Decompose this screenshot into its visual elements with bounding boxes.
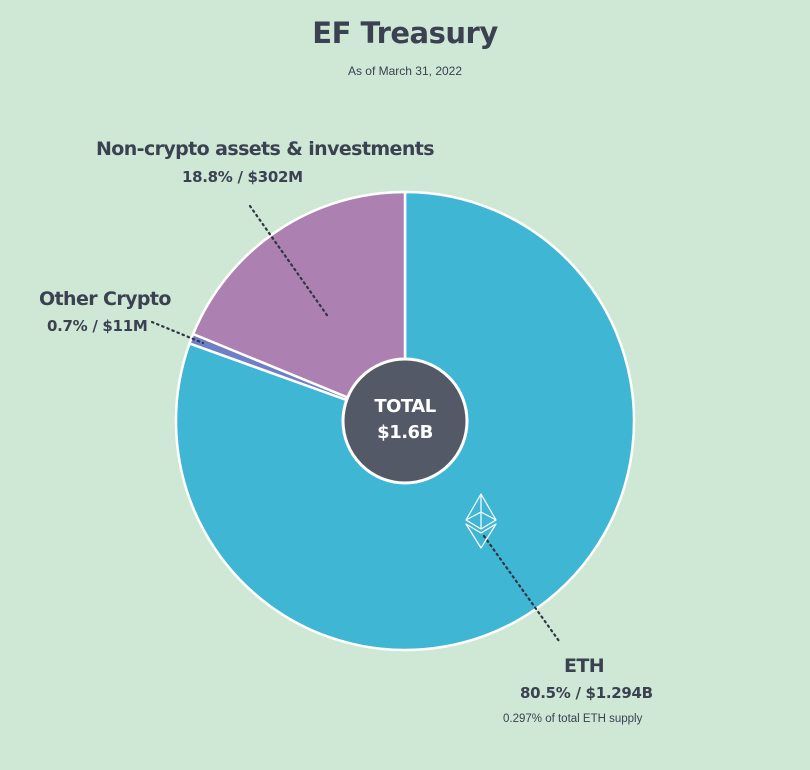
leader-line-non-crypto	[248, 204, 331, 320]
center-total-label: TOTAL	[374, 396, 436, 417]
slice-label-non-crypto: Non-crypto assets & investments	[96, 138, 435, 160]
center-total-value: $1.6B	[377, 422, 433, 443]
pie-slice-non-crypto-assets-investments	[191, 190, 407, 423]
leader-line-eth	[482, 534, 561, 643]
slice-value-other-crypto: 0.7% / $11M	[47, 317, 148, 335]
slice-note-eth: 0.297% of total ETH supply	[503, 713, 643, 725]
leader-line-other-crypto	[150, 320, 205, 345]
leader-lines	[150, 204, 561, 643]
slice-label-eth: ETH	[564, 655, 605, 677]
ethereum-icon	[465, 493, 497, 549]
chart-title: EF Treasury	[312, 16, 498, 50]
slice-value-non-crypto: 18.8% / $302M	[182, 168, 303, 186]
center-circle	[341, 357, 469, 485]
slice-value-eth: 80.5% / $1.294B	[520, 684, 653, 702]
slice-label-other-crypto: Other Crypto	[39, 288, 171, 310]
chart-subtitle: As of March 31, 2022	[347, 64, 463, 78]
